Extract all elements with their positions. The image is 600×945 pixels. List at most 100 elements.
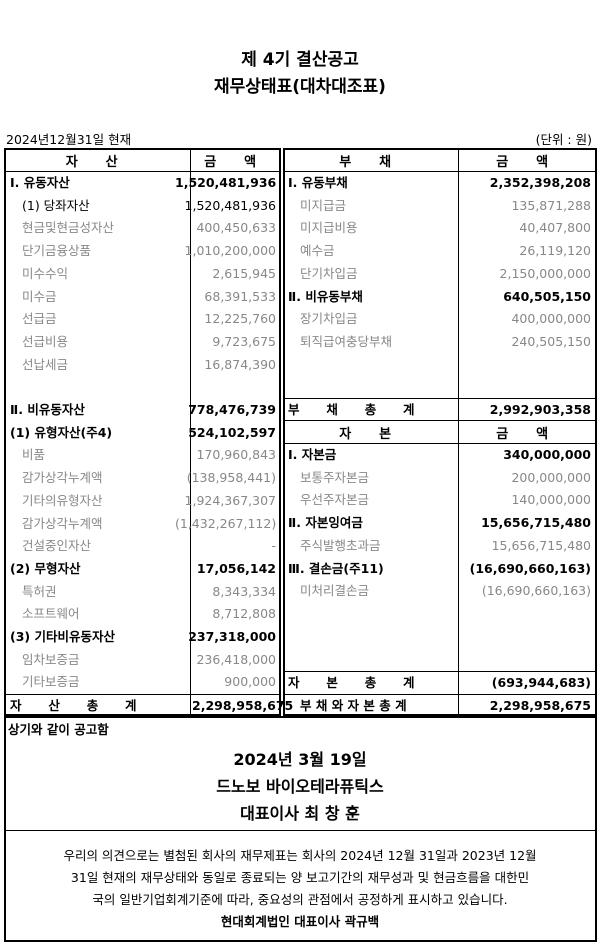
asset-row-amount: 170,960,843	[196, 447, 276, 463]
asset-row-amount: 900,000	[224, 674, 276, 690]
equity-column-header: 자 본	[339, 427, 403, 442]
liability-row-amount: 135,871,288	[511, 197, 591, 213]
liability-amount-header: 금 액	[496, 155, 560, 170]
equity-row-label: 우선주자본금	[300, 492, 370, 508]
equity-row-amount: 340,000,000	[503, 447, 591, 462]
equity-amount-header: 금 액	[496, 427, 560, 442]
asset-row-label: 감가상각누계액	[22, 470, 103, 486]
liability-row-label: 미지급비용	[300, 220, 358, 236]
equity-row-label: 주식발행초과금	[300, 537, 381, 553]
liability-row-label: 미지급금	[300, 197, 347, 213]
equity-row-label: Ⅰ. 자본금	[288, 447, 337, 462]
liability-row-amount: 2,150,000,000	[499, 265, 591, 281]
notice-date: 2024년 3월 19일	[233, 750, 367, 769]
equity-total-amount: (693,944,683)	[491, 675, 591, 690]
liability-row-amount: 40,407,800	[519, 220, 591, 236]
asset-row-amount: 400,450,633	[196, 220, 276, 236]
liability-row-amount: 240,505,150	[511, 333, 591, 349]
liability-row-label: 장기차입금	[300, 311, 358, 327]
asset-row-amount: 17,056,142	[196, 560, 276, 576]
asset-row-label: 특허권	[22, 583, 57, 599]
asset-row-label: 건설중인자산	[22, 538, 92, 554]
statement-title: 재무상태표(대차대조표)	[214, 77, 386, 97]
equity-row-amount: (16,690,660,163)	[469, 560, 591, 576]
liability-total-label: 부 채 총 계	[288, 402, 426, 417]
asset-row-amount: 68,391,533	[204, 288, 276, 304]
asset-row-amount: 8,712,808	[212, 606, 276, 622]
assets-table	[4, 148, 281, 716]
notice-text: 상기와 같이 공고함	[8, 722, 109, 737]
asset-row-label: (2) 무형자산	[10, 560, 81, 576]
asset-row-label: Ⅱ. 비유동자산	[10, 402, 85, 417]
asset-row-amount	[175, 376, 276, 398]
liabilities-equity-table	[283, 148, 597, 716]
unit-label: (단위 : 원)	[535, 132, 592, 147]
asset-row-label: 소프트웨어	[22, 606, 80, 622]
asset-row-label: Ⅰ. 유동자산	[10, 175, 70, 190]
asset-row-amount: 1,010,200,000	[184, 243, 276, 259]
liability-row-label: 단기차입금	[300, 265, 358, 281]
asset-row-label: 현금및현금성자산	[22, 220, 115, 236]
asset-row-label: (1) 당좌자산	[22, 197, 90, 213]
asset-total-amount: 2,298,958,675	[192, 698, 294, 713]
equity-total-label: 자 본 총 계	[288, 675, 426, 690]
equity-row-label: 미처리결손금	[300, 583, 370, 599]
asset-row-amount: 8,343,334	[212, 583, 276, 599]
report-date: 2024년12월31일 현재	[6, 132, 132, 147]
asset-row-amount: 9,723,675	[212, 333, 276, 349]
asset-row-amount: -	[271, 538, 276, 554]
equity-row-amount: 200,000,000	[511, 469, 591, 485]
equity-row-amount: 15,656,715,480	[481, 515, 591, 531]
liability-row-amount: 2,352,398,208	[489, 175, 591, 190]
equity-row-label: 보통주자본금	[300, 469, 370, 485]
equity-row-amount: 15,656,715,480	[491, 537, 591, 553]
asset-row-amount: 236,418,000	[196, 651, 276, 667]
liability-row-amount: 400,000,000	[511, 311, 591, 327]
asset-row-label: 선급금	[22, 311, 57, 327]
asset-row-label: 미수수익	[22, 265, 69, 281]
asset-row-label: 비품	[22, 447, 46, 463]
auditor-name: 현대회계법인 대표이사 곽규백	[220, 914, 380, 929]
liability-row-label: 예수금	[300, 243, 335, 259]
ceo-name: 대표이사 최 창 훈	[240, 804, 360, 823]
audit-opinion-line2: 31일 현재의 재무상태와 동일로 종료되는 양 보고기간의 재무성과 및 현금…	[70, 870, 530, 885]
asset-row-amount: 1,520,481,936	[184, 197, 276, 213]
liability-row-amount: 640,505,150	[503, 288, 591, 304]
asset-row-amount: 2,615,945	[212, 265, 276, 281]
asset-amount-header: 금 액	[204, 155, 268, 170]
asset-row-label: 단기금융상품	[22, 243, 92, 259]
asset-row-amount: 237,318,000	[188, 629, 276, 644]
liability-row-amount: 26,119,120	[519, 243, 591, 259]
asset-row-amount: 16,874,390	[204, 356, 276, 372]
asset-total-label: 자 산 총 계	[10, 698, 148, 713]
grand-total-label: 부 채 와 자 본 총 계	[300, 698, 407, 713]
asset-row-amount: 12,225,760	[204, 311, 276, 327]
asset-row-label: (1) 유형자산(주4)	[10, 424, 113, 440]
equity-row-amount: (16,690,660,163)	[481, 583, 591, 599]
asset-row-amount: 1,924,367,307	[184, 492, 276, 508]
statement-period-title: 제 4기 결산공고	[241, 50, 359, 70]
asset-row-amount: (138,958,441)	[186, 470, 276, 486]
asset-row-amount: 778,476,739	[188, 402, 276, 417]
liability-column-header: 부 채	[339, 155, 403, 170]
asset-row-amount: 1,520,481,936	[175, 175, 277, 190]
equity-row-label: Ⅲ. 결손금(주11)	[288, 560, 384, 576]
asset-row-amount: 524,102,597	[188, 424, 276, 440]
liability-row-label: 퇴직급여충당부채	[300, 333, 393, 349]
liability-row-label: Ⅰ. 유동부채	[288, 175, 348, 190]
asset-row-label: 선납세금	[22, 356, 69, 372]
asset-row-label: 미수금	[22, 288, 57, 304]
asset-row-label: (3) 기타비유동자산	[10, 629, 115, 644]
asset-column-header: 자 산	[65, 155, 130, 170]
asset-row-label: 기타보증금	[22, 674, 80, 690]
asset-row-amount: (1,432,267,112)	[175, 515, 277, 531]
audit-opinion-line3: 국의 일반기업회계기준에 따라, 중요성의 관점에서 공정하게 표시하고 있습니…	[92, 892, 508, 907]
notice-box	[4, 716, 597, 942]
company-name: 드노보 바이오테라퓨틱스	[216, 777, 384, 796]
asset-row-label: 선급비용	[22, 333, 69, 349]
grand-total-amount: 2,298,958,675	[489, 698, 591, 713]
liability-row-label: Ⅱ. 비유동부채	[288, 288, 363, 304]
audit-opinion-line1: 우리의 의견으로는 별첨된 회사의 재무제표는 회사의 2024년 12월 31…	[63, 848, 537, 863]
equity-row-label: Ⅱ. 자본잉여금	[288, 515, 363, 531]
liability-total-amount: 2,992,903,358	[489, 402, 591, 417]
